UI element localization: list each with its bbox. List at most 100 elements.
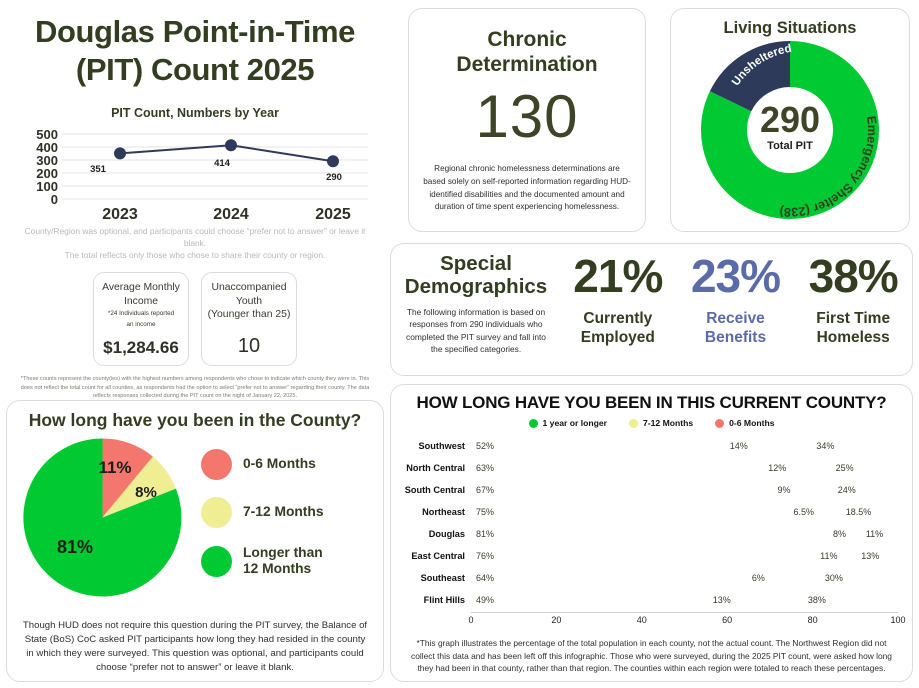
- bar-chart-x-axis: 0 20 40 60 80 100: [397, 612, 906, 628]
- bar-row-label: Southwest: [418, 441, 465, 451]
- x-tick: 40: [636, 615, 647, 625]
- bar-segment-green: 63%: [476, 463, 495, 473]
- legend-label-line1: Longer than: [243, 545, 323, 560]
- demographics-description: The following information is based on re…: [406, 306, 546, 355]
- svg-text:300: 300: [36, 153, 58, 168]
- x-tick: 80: [807, 615, 818, 625]
- bar-legend-label-7-12-months: 7-12 Months: [642, 418, 694, 428]
- income-label-line1: Average Monthly: [102, 282, 180, 294]
- bar-row-label: South Central: [404, 485, 465, 495]
- table-row: Southeast 64% 6% 30%: [397, 568, 898, 588]
- table-row: Flint Hills 49% 13% 38%: [397, 590, 898, 610]
- pie-slice-7-12-months: [102, 456, 176, 518]
- pie-slice-0-6-months: [102, 438, 153, 518]
- stat-caption-line2: Homeless: [816, 329, 890, 347]
- chronic-number: 130: [475, 83, 579, 151]
- svg-text:400: 400: [36, 140, 58, 155]
- legend-item-7-12-months: 7-12 Months: [201, 497, 383, 528]
- bar-legend-item-0-6-months: 0-6 Months: [715, 418, 774, 428]
- table-row: Douglas 81% 8% 11%: [397, 524, 898, 544]
- legend-item-longer-than-12-months: Longer than 12 Months: [201, 545, 383, 578]
- x-tick: 60: [722, 615, 733, 625]
- chronic-determination-panel: Chronic Determination 130 Regional chron…: [408, 8, 646, 232]
- demographics-heading: Special Demographics: [401, 252, 551, 299]
- bar-segment-yellow: 11%: [820, 551, 838, 561]
- stat-caption-line2: Benefits: [704, 329, 767, 347]
- income-label-line2: Income: [123, 295, 159, 307]
- income-sub-line2: an income: [126, 320, 156, 328]
- bar-segment-yellow: 9%: [777, 485, 791, 495]
- page-title-line2: (PIT) Count 2025: [75, 52, 315, 88]
- bar-row-label: Flint Hills: [423, 595, 465, 605]
- bar-legend-label-1-year-or-longer: 1 year or longer: [542, 418, 607, 428]
- legend-label-7-12-months: 7-12 Months: [243, 504, 324, 520]
- svg-text:8%: 8%: [135, 484, 157, 501]
- demographics-heading-line1: Special: [440, 252, 512, 275]
- stat-pct-receive-benefits: 23%: [690, 250, 781, 302]
- svg-text:200: 200: [36, 166, 58, 181]
- bar-legend-item-7-12-months: 7-12 Months: [628, 418, 694, 428]
- legend-dot-0-6-months: [201, 449, 232, 480]
- svg-text:290: 290: [326, 172, 342, 183]
- living-situations-donut: Unsheltered (52) Emergency Shelter (238)…: [671, 40, 909, 220]
- bar-row-label: Douglas: [428, 529, 465, 539]
- bar-row-track: 75% 6.5% 18.5%: [471, 503, 898, 522]
- legend-label-longer-than-12-months: Longer than 12 Months: [243, 545, 323, 578]
- donut-segment-unsheltered: [701, 41, 879, 219]
- line-chart-point: [327, 155, 339, 168]
- bar-chart-plot: Southwest 52% 14% 34% North Central 63% …: [391, 436, 912, 628]
- chronic-body-text: Regional chronic homelessness determinat…: [423, 164, 631, 212]
- line-chart-title: PIT Count, Numbers by Year: [111, 105, 279, 120]
- svg-text:0: 0: [51, 192, 58, 207]
- legend-dot-longer-than-12-months: [201, 545, 232, 577]
- demographics-heading-line2: Demographics: [404, 274, 548, 298]
- bar-row-track: 81% 8% 11%: [471, 525, 898, 544]
- demographics-stat-first-time-homeless: 38% First Time Homeless: [794, 244, 912, 375]
- table-row: North Central 63% 12% 25%: [397, 458, 898, 478]
- bar-row-label: Southeast: [420, 573, 465, 583]
- svg-text:81%: 81%: [56, 537, 92, 557]
- legend-label-line1: 7-12 Months: [243, 504, 324, 520]
- bar-segment-green: 75%: [476, 507, 495, 517]
- svg-text:2025: 2025: [315, 206, 351, 222]
- bar-chart-title: HOW LONG HAVE YOU BEEN IN THIS CURRENT C…: [416, 393, 887, 412]
- demographics-stat-currently-employed: 21% Currently Employed: [559, 244, 677, 375]
- bar-segment-red: 34%: [816, 441, 835, 451]
- svg-text:351: 351: [90, 164, 107, 175]
- svg-text:11%: 11%: [98, 458, 131, 477]
- page-title: Douglas Point-in-Time (PIT) Count 2025: [6, 4, 384, 90]
- pie-chart-legend: 0-6 Months 7-12 Months Longer than 12 Mo…: [197, 435, 383, 595]
- bar-segment-green: 52%: [476, 441, 495, 451]
- line-chart-data-labels: 351 414 290: [90, 158, 342, 183]
- stat-boxes: Average Monthly Income *24 Individuals r…: [6, 272, 384, 367]
- bar-legend-label-0-6-months: 0-6 Months: [729, 418, 775, 428]
- line-chart: 500 400 300 200 100 0 351 414 290 2023: [16, 126, 374, 222]
- stat-pct-currently-employed: 21%: [573, 250, 663, 302]
- stat-caption-line2: Employed: [580, 329, 655, 347]
- bar-segment-red: 38%: [807, 595, 826, 605]
- legend-item-0-6-months: 0-6 Months: [201, 449, 383, 480]
- line-chart-note: County/Region was optional, and particip…: [6, 225, 384, 262]
- bar-segment-green: 49%: [476, 595, 495, 605]
- line-chart-gridlines: [62, 133, 368, 200]
- county-duration-bar-panel: HOW LONG HAVE YOU BEEN IN THIS CURRENT C…: [390, 384, 913, 682]
- x-tick: 100: [890, 615, 906, 625]
- chronic-heading-line2: Determination: [456, 53, 598, 77]
- stat-caption-receive-benefits: Receive Benefits: [677, 310, 795, 348]
- stat-box-average-monthly-income: Average Monthly Income *24 Individuals r…: [93, 272, 189, 367]
- bar-row-track: 67% 9% 24%: [471, 481, 898, 500]
- demographics-stat-receive-benefits: 23% Receive Benefits: [677, 244, 795, 375]
- x-tick: 20: [551, 615, 562, 625]
- pie-chart-title: How long have you been in the County?: [28, 410, 362, 430]
- line-chart-y-axis-ticks: 500 400 300 200 100 0: [36, 127, 58, 207]
- income-value: $1,284.66: [103, 338, 179, 358]
- table-row: East Central 76% 11% 13%: [397, 546, 898, 566]
- donut-chart-svg: Unsheltered (52) Emergency Shelter (238): [697, 40, 879, 219]
- bar-segment-yellow: 6%: [751, 573, 765, 583]
- income-sub-line1: *24 Individuals reported: [107, 310, 175, 318]
- bar-row-label: Northeast: [422, 507, 465, 517]
- bar-segment-yellow: 12%: [768, 463, 787, 473]
- living-situations-heading: Living Situations: [723, 19, 857, 37]
- table-row: Northeast 75% 6.5% 18.5%: [397, 502, 898, 522]
- stat-box-unaccompanied-youth: Unaccompanied Youth (Younger than 25) 10: [201, 272, 297, 367]
